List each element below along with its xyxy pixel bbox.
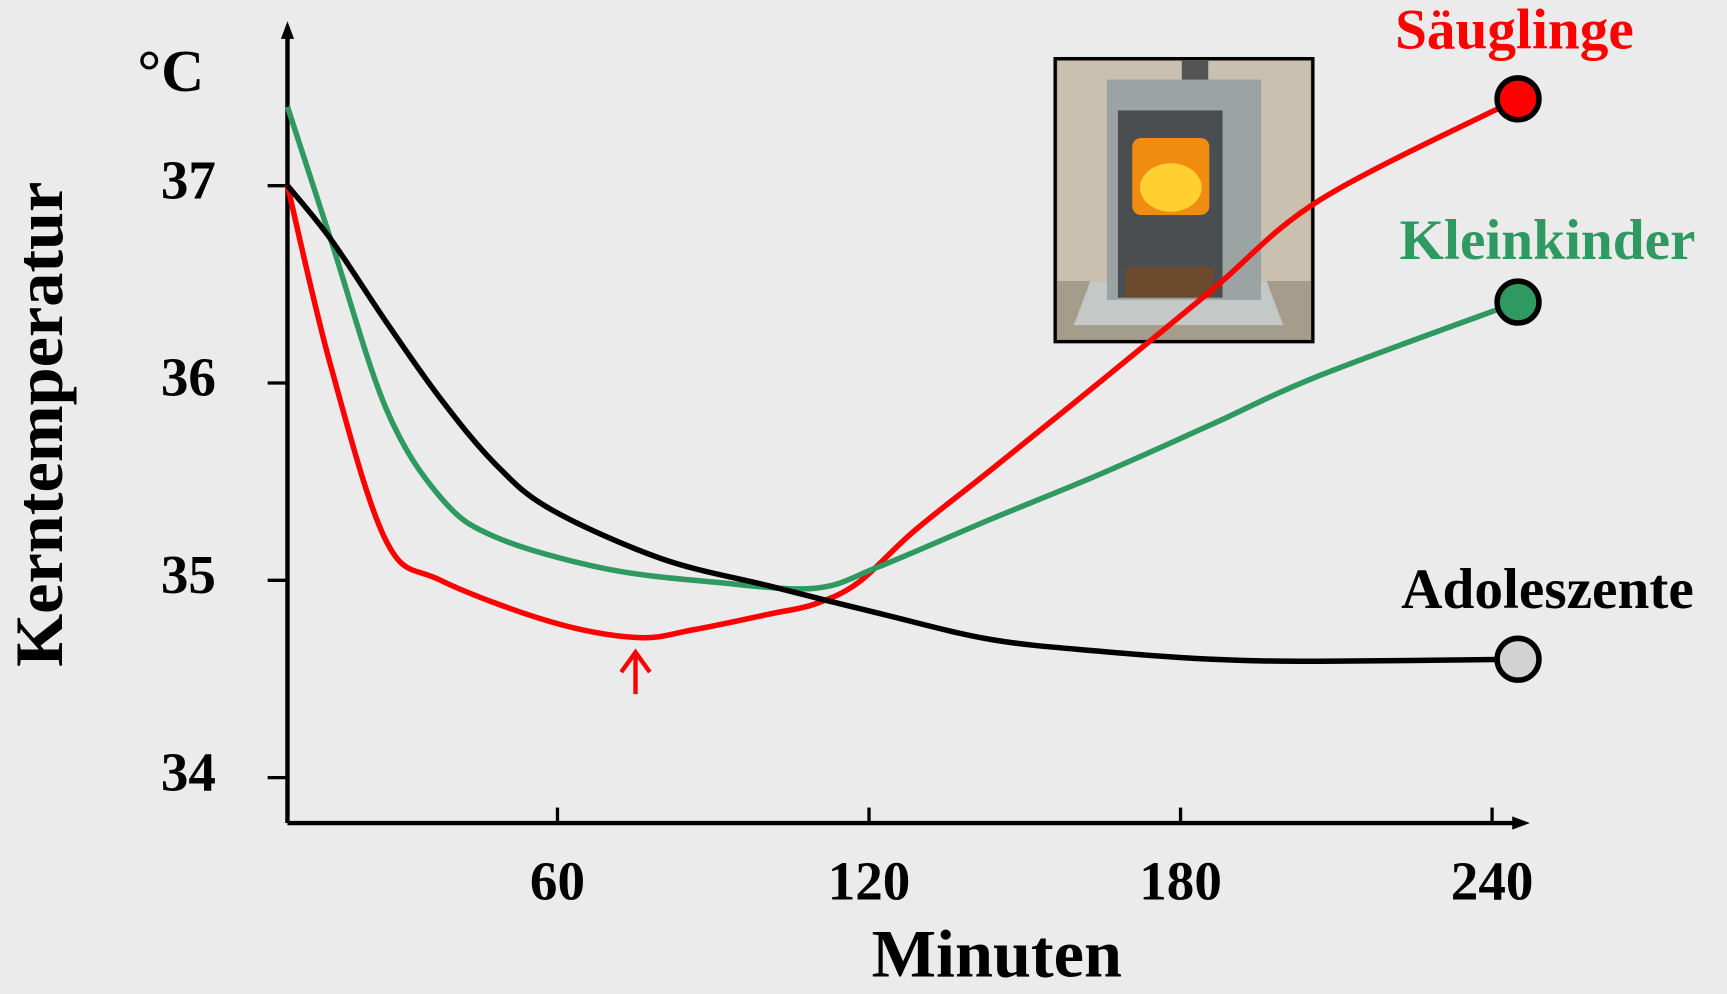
y-axis-title: Kerntemperatur (1, 182, 77, 667)
x-tick-label: 60 (530, 851, 585, 912)
y-tick-label: 35 (161, 544, 216, 605)
end-marker (1494, 75, 1542, 123)
series-label: Kleinkinder (1400, 209, 1696, 272)
series-line (285, 183, 1519, 664)
y-axis-arrow (280, 21, 295, 39)
y-unit: °C (137, 38, 204, 104)
x-tick-label: 240 (1451, 851, 1534, 912)
series-label: Säuglinge (1395, 0, 1634, 62)
x-tick-label: 120 (828, 851, 911, 912)
x-tick-label: 180 (1139, 851, 1222, 912)
series-line (284, 96, 1520, 641)
y-tick-label: 34 (161, 741, 216, 802)
end-marker (1494, 278, 1542, 326)
series-label: Adoleszente (1401, 558, 1694, 621)
x-axis-arrow (1512, 816, 1530, 830)
y-tick-label: 36 (161, 347, 216, 408)
x-axis-title: Minuten (872, 915, 1122, 991)
minimum-arrow (619, 648, 652, 695)
stove-image (1053, 56, 1315, 344)
y-tick-label: 37 (161, 149, 216, 210)
end-marker (1494, 635, 1542, 683)
